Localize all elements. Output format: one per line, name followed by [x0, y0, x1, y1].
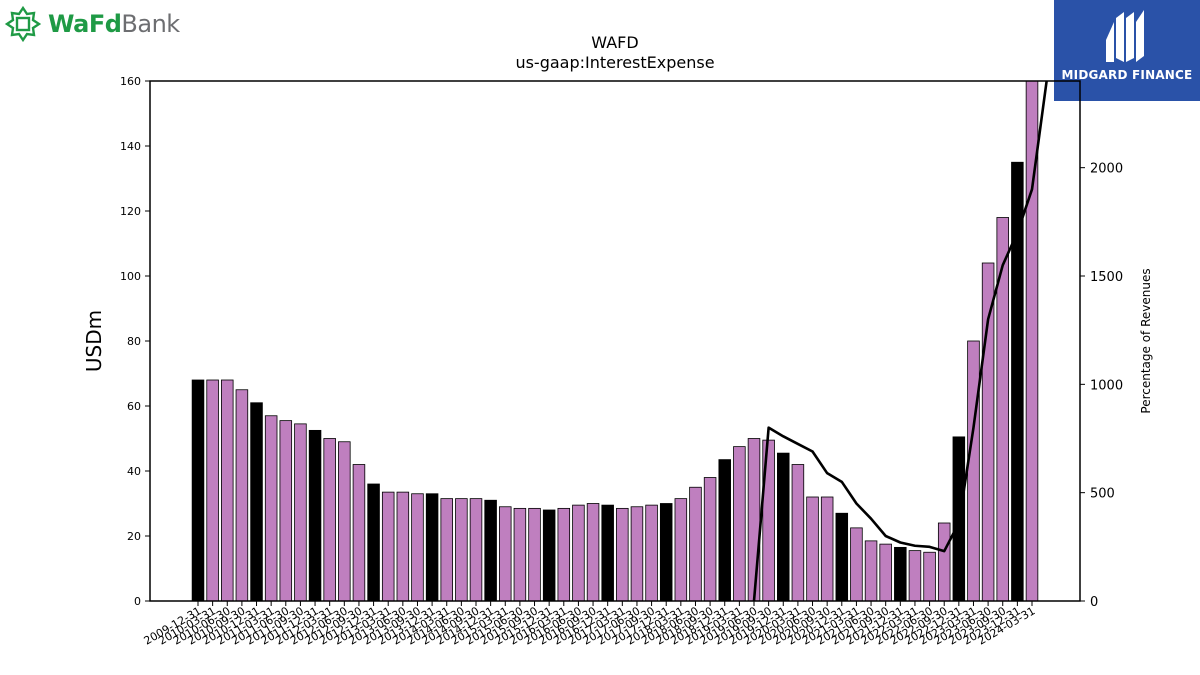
bar [718, 459, 731, 602]
y-tick-label: 20 [127, 530, 141, 543]
y2-axis-label: Percentage of Revenues [1139, 268, 1153, 413]
bar [206, 379, 219, 602]
bar [835, 512, 849, 602]
chart-title: WAFD [591, 33, 639, 52]
y-tick-label: 120 [120, 205, 141, 218]
bar [689, 486, 702, 602]
wafd-brand-bold: WaFd [48, 10, 122, 38]
y-tick-label: 160 [120, 75, 141, 88]
chart-subtitle: us-gaap:InterestExpense [515, 53, 715, 72]
y2-tick-label: 2000 [1090, 162, 1123, 177]
bar [791, 464, 805, 602]
bar [264, 415, 278, 602]
bar [923, 551, 936, 602]
line-series [752, 80, 1048, 602]
bar [747, 438, 761, 602]
bar [250, 402, 263, 602]
bar [499, 506, 512, 602]
bar [601, 504, 614, 602]
bar [674, 498, 688, 602]
midgard-finance-text: MIDGARD FINANCE [1061, 68, 1193, 82]
y2-tick-label: 0 [1090, 595, 1098, 610]
wafd-emblem-icon [4, 5, 42, 43]
bar [659, 503, 673, 602]
bar [777, 452, 790, 602]
bar [279, 420, 293, 602]
y2-tick-label: 1500 [1090, 270, 1123, 285]
bar [352, 464, 366, 602]
bar [542, 509, 556, 602]
bar [967, 340, 980, 602]
bar [455, 498, 468, 602]
bar-series [191, 80, 1039, 602]
right-axis-ticks: 0 500 1000 1500 2000 [1080, 162, 1123, 610]
bar [586, 503, 600, 602]
bar [323, 438, 336, 602]
midgard-finance-logo: MIDGARD FINANCE [1054, 0, 1200, 101]
wafd-brand-text: WaFdBank [48, 10, 180, 38]
y-tick-label: 80 [127, 335, 141, 348]
bar [411, 493, 424, 602]
bar [484, 499, 497, 602]
bar [894, 546, 907, 602]
bar [528, 507, 541, 602]
percent-of-revenues-line [752, 80, 1048, 602]
bar [425, 493, 439, 602]
x-axis-ticks: 2009-12-312010-03-312010-06-302010-09-30… [142, 601, 1038, 648]
bar [191, 379, 205, 602]
bar [440, 498, 453, 602]
y2-tick-label: 500 [1090, 487, 1115, 502]
bar [557, 507, 571, 602]
midgard-emblem-icon [1106, 10, 1144, 62]
y-tick-label: 60 [127, 400, 141, 413]
bar [308, 429, 322, 602]
bar [937, 522, 951, 602]
bar [820, 496, 834, 602]
bar [572, 504, 585, 602]
bar [645, 504, 658, 602]
y-tick-label: 0 [134, 595, 141, 608]
y-tick-label: 40 [127, 465, 141, 478]
plot-frame [149, 80, 1081, 602]
bar [879, 543, 892, 602]
bar [733, 446, 746, 602]
y-axis-label: USDm [82, 310, 106, 372]
bar [864, 540, 878, 602]
bar [396, 491, 410, 602]
bar [616, 507, 629, 602]
bar [367, 483, 380, 602]
bar [1011, 161, 1024, 602]
bar [338, 441, 351, 602]
left-axis-ticks: 0 20 40 60 80 100 120 140 160 [120, 75, 150, 608]
bar [469, 498, 483, 602]
y-tick-label: 100 [120, 270, 141, 283]
bar [381, 491, 395, 602]
y-tick-label: 140 [120, 140, 141, 153]
bar [703, 477, 717, 602]
y2-tick-label: 1000 [1090, 378, 1123, 393]
bar [513, 507, 527, 602]
bar [850, 527, 863, 602]
bar [221, 379, 234, 602]
wafd-bank-logo: WaFdBank [4, 4, 184, 44]
bar [294, 423, 307, 602]
bar [996, 217, 1009, 602]
bar [908, 550, 922, 602]
bar [630, 506, 644, 602]
bar [981, 262, 995, 602]
bar [806, 496, 819, 602]
wafd-brand-light: Bank [121, 10, 180, 38]
bar [235, 389, 249, 602]
